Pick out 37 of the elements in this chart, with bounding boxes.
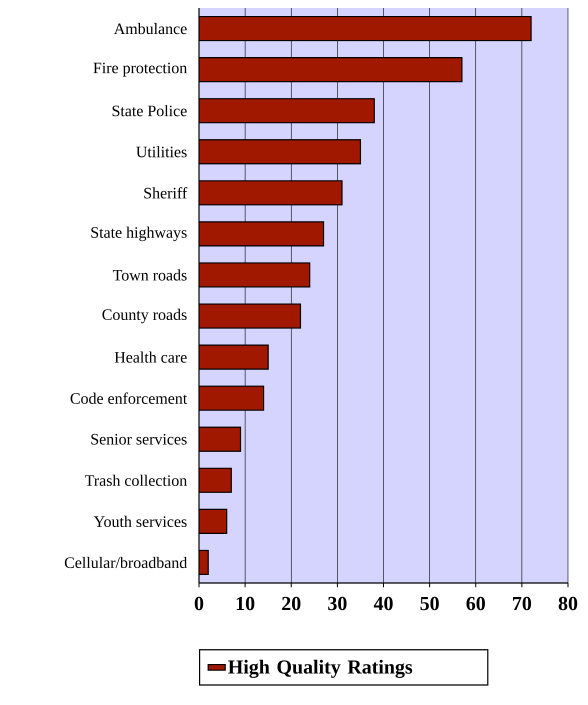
x-tick-label: 10 [236, 596, 254, 610]
bar [199, 221, 324, 246]
x-tick-label: 60 [466, 596, 485, 610]
y-tick-label: Health care [114, 351, 187, 363]
y-tick-label: Fire protection [93, 62, 188, 77]
x-tick-label: 50 [420, 596, 439, 610]
bar [199, 262, 310, 288]
bar [199, 98, 375, 124]
y-tick-label: County roads [102, 308, 187, 324]
legend-label: High Quality Ratings [228, 660, 412, 678]
x-tick-label: 40 [374, 596, 393, 610]
y-tick-label: State highways [91, 226, 187, 242]
bar [199, 508, 228, 534]
y-tick-label: Utilities [136, 146, 187, 158]
y-tick-label: Trash collection [84, 474, 187, 486]
bar [199, 468, 232, 493]
y-tick-label: Town roads [112, 269, 187, 281]
y-tick-label: Cellular/broadband [64, 556, 188, 568]
bar [199, 303, 302, 329]
y-tick-label: Code enforcement [70, 392, 188, 404]
bar [199, 180, 343, 206]
bar [199, 344, 269, 370]
bar [199, 57, 463, 82]
y-tick-label: Ambulance [114, 22, 187, 34]
y-tick-label: Sheriff [144, 187, 188, 199]
x-tick-label: 0 [194, 596, 204, 610]
bar [199, 386, 264, 411]
x-tick-label: 70 [513, 596, 532, 610]
y-tick-label: State Police [112, 105, 187, 116]
x-tick-label: 20 [282, 596, 300, 610]
y-tick-label: Youth services [94, 516, 187, 527]
bar [199, 426, 242, 452]
x-tick-label: 30 [328, 596, 347, 610]
bar [199, 139, 362, 164]
x-tick-label: 80 [558, 596, 578, 610]
y-tick-label: Senior services [91, 434, 187, 445]
bar [199, 16, 532, 42]
